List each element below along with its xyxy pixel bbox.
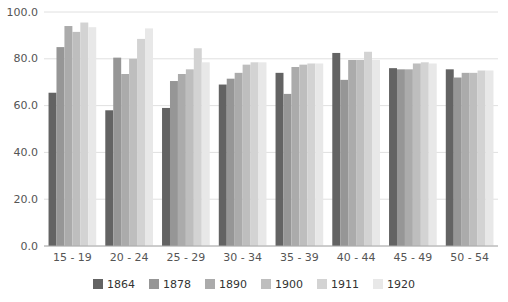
legend-item: 1920 xyxy=(373,278,415,291)
bar xyxy=(421,62,429,246)
bar xyxy=(113,58,121,246)
legend-item: 1890 xyxy=(205,278,247,291)
legend: 1864 1878 1890 1900 1911 1920 xyxy=(93,278,415,291)
bar xyxy=(178,74,186,246)
legend-label: 1890 xyxy=(219,278,247,291)
bar xyxy=(429,63,437,246)
bar xyxy=(121,74,129,246)
bar xyxy=(170,81,178,246)
bar xyxy=(291,67,299,246)
grid-line xyxy=(44,12,498,13)
bar xyxy=(80,23,88,246)
bar xyxy=(129,59,137,246)
y-tick-label: 80.0 xyxy=(14,52,39,65)
bar xyxy=(105,110,113,246)
bar xyxy=(478,71,486,247)
legend-swatch xyxy=(261,279,271,289)
x-tick-label: 35 - 39 xyxy=(280,251,319,264)
x-tick-label: 45 - 49 xyxy=(393,251,432,264)
bar xyxy=(259,62,267,246)
bar xyxy=(162,108,170,246)
x-tick-label: 15 - 19 xyxy=(53,251,92,264)
x-tick-label: 40 - 44 xyxy=(337,251,376,264)
bar xyxy=(462,73,470,246)
bar xyxy=(340,80,348,246)
bar xyxy=(243,65,251,246)
legend-label: 1900 xyxy=(275,278,303,291)
bars xyxy=(49,23,494,246)
x-tick-label: 50 - 54 xyxy=(450,251,489,264)
bar xyxy=(235,73,243,246)
grid-line xyxy=(44,58,498,59)
bar xyxy=(72,32,80,246)
grid-line xyxy=(44,246,498,247)
legend-swatch xyxy=(205,279,215,289)
y-tick-label: 0.0 xyxy=(21,240,39,253)
legend-label: 1878 xyxy=(163,278,191,291)
y-tick-label: 20.0 xyxy=(14,193,39,206)
y-axis: 0.0 20.0 40.0 60.0 80.0 100.0 xyxy=(7,6,499,253)
chart: 0.0 20.0 40.0 60.0 80.0 100.0 15 - 19 20 - 24 25… xyxy=(0,0,508,302)
legend-label: 1911 xyxy=(331,278,359,291)
bar xyxy=(251,62,259,246)
bar xyxy=(219,85,227,246)
legend-swatch xyxy=(93,279,103,289)
bar xyxy=(186,69,194,246)
legend-item: 1911 xyxy=(317,278,359,291)
x-axis-line xyxy=(44,246,498,247)
legend-label: 1864 xyxy=(107,278,135,291)
y-tick-label: 100.0 xyxy=(7,6,39,19)
bar xyxy=(470,73,478,246)
bar xyxy=(88,27,96,246)
bar xyxy=(194,48,202,246)
y-tick-label: 40.0 xyxy=(14,146,39,159)
bar xyxy=(348,60,356,246)
bar xyxy=(413,63,421,246)
bar xyxy=(283,94,291,246)
bar xyxy=(372,60,380,246)
bar xyxy=(202,62,210,246)
bar xyxy=(276,73,284,246)
bar xyxy=(486,71,494,247)
legend-swatch xyxy=(149,279,159,289)
bar xyxy=(227,79,235,246)
bar xyxy=(397,69,405,246)
legend-item: 1864 xyxy=(93,278,135,291)
legend-item: 1900 xyxy=(261,278,303,291)
x-tick-label: 25 - 29 xyxy=(166,251,205,264)
bar xyxy=(49,93,57,246)
bar xyxy=(405,69,413,246)
legend-swatch xyxy=(317,279,327,289)
bar xyxy=(389,68,397,246)
x-axis: 15 - 19 20 - 24 25 - 29 30 - 34 35 - 39 40 - … xyxy=(53,251,489,264)
bar xyxy=(364,52,372,246)
bar xyxy=(56,47,64,246)
bar xyxy=(356,60,364,246)
bar xyxy=(145,28,153,246)
bar xyxy=(307,63,315,246)
y-tick-label: 60.0 xyxy=(14,99,39,112)
bar xyxy=(299,65,307,246)
legend-swatch xyxy=(373,279,383,289)
legend-item: 1878 xyxy=(149,278,191,291)
x-tick-label: 20 - 24 xyxy=(110,251,149,264)
bar xyxy=(446,69,454,246)
bar xyxy=(137,39,145,246)
bar xyxy=(454,78,462,246)
bar xyxy=(64,26,72,246)
bar xyxy=(332,53,340,246)
bar xyxy=(315,63,323,246)
legend-label: 1920 xyxy=(387,278,415,291)
x-tick-label: 30 - 34 xyxy=(223,251,262,264)
